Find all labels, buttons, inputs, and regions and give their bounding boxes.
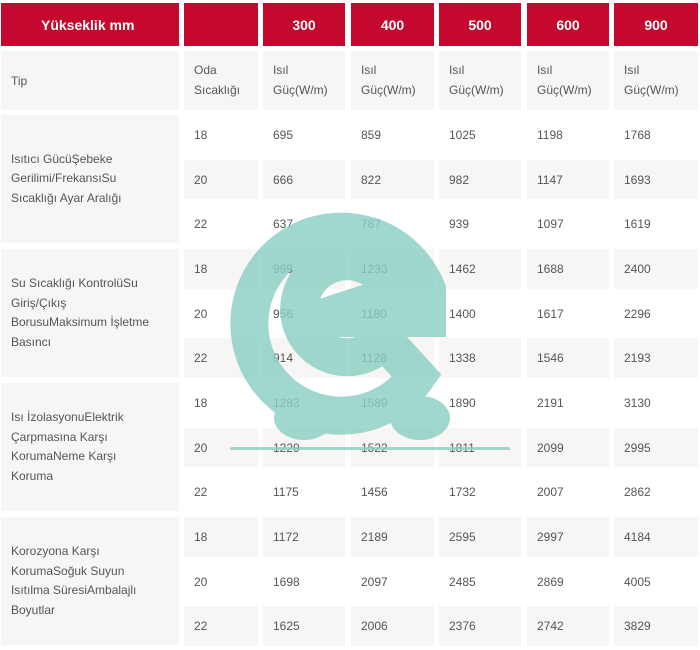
value-cell: 859 bbox=[351, 115, 434, 155]
value-cell: 2189 bbox=[351, 517, 434, 557]
room-temp-cell: 20 bbox=[184, 160, 258, 199]
subheader-power-600: Isıl Güç(W/m) bbox=[527, 51, 609, 110]
value-cell: 1097 bbox=[527, 204, 609, 244]
value-cell: 1172 bbox=[263, 517, 345, 557]
value-cell: 1811 bbox=[439, 428, 521, 467]
value-cell: 1400 bbox=[439, 294, 521, 333]
group-label: Isı İzolasyonuElektrik Çarpmasına Karşı … bbox=[1, 383, 179, 511]
value-cell: 2193 bbox=[614, 338, 698, 378]
value-cell: 1693 bbox=[614, 160, 698, 199]
room-temp-cell: 18 bbox=[184, 517, 258, 557]
value-cell: 2485 bbox=[439, 562, 521, 601]
group-label: Isıtıcı GücüŞebeke Gerilimi/FrekansıSu S… bbox=[1, 115, 179, 243]
subheader-room-temp: Oda Sıcaklığı bbox=[184, 51, 258, 110]
value-cell: 1147 bbox=[527, 160, 609, 199]
value-cell: 914 bbox=[263, 338, 345, 378]
room-temp-cell: 22 bbox=[184, 204, 258, 244]
value-cell: 4184 bbox=[614, 517, 698, 557]
room-temp-cell: 20 bbox=[184, 294, 258, 333]
value-cell: 2995 bbox=[614, 428, 698, 467]
value-cell: 2742 bbox=[527, 606, 609, 646]
value-cell: 982 bbox=[439, 160, 521, 199]
value-cell: 2007 bbox=[527, 472, 609, 512]
value-cell: 1617 bbox=[527, 294, 609, 333]
group-label: Su Sıcaklığı KontrolüSu Giriş/Çıkış Boru… bbox=[1, 249, 179, 377]
room-temp-cell: 18 bbox=[184, 249, 258, 289]
header-900: 900 bbox=[614, 3, 698, 46]
value-cell: 1338 bbox=[439, 338, 521, 378]
value-cell: 2191 bbox=[527, 383, 609, 423]
value-cell: 1522 bbox=[351, 428, 434, 467]
value-cell: 1233 bbox=[351, 249, 434, 289]
value-cell: 939 bbox=[439, 204, 521, 244]
value-cell: 2376 bbox=[439, 606, 521, 646]
value-cell: 2862 bbox=[614, 472, 698, 512]
subheader-power-400: Isıl Güç(W/m) bbox=[351, 51, 434, 110]
value-cell: 1175 bbox=[263, 472, 345, 512]
subheader-type: Tip bbox=[1, 51, 179, 110]
value-cell: 695 bbox=[263, 115, 345, 155]
value-cell: 787 bbox=[351, 204, 434, 244]
value-cell: 1180 bbox=[351, 294, 434, 333]
value-cell: 1890 bbox=[439, 383, 521, 423]
value-cell: 3130 bbox=[614, 383, 698, 423]
value-cell: 956 bbox=[263, 294, 345, 333]
header-400: 400 bbox=[351, 3, 434, 46]
value-cell: 1698 bbox=[263, 562, 345, 601]
value-cell: 1625 bbox=[263, 606, 345, 646]
value-cell: 2296 bbox=[614, 294, 698, 333]
value-cell: 1283 bbox=[263, 383, 345, 423]
value-cell: 2400 bbox=[614, 249, 698, 289]
room-temp-cell: 22 bbox=[184, 606, 258, 646]
group-label: Korozyona Karşı KorumaSoğuk Suyun Isıtıl… bbox=[1, 517, 179, 645]
subheader-power-300: Isıl Güç(W/m) bbox=[263, 51, 345, 110]
value-cell: 1462 bbox=[439, 249, 521, 289]
room-temp-cell: 18 bbox=[184, 383, 258, 423]
room-temp-cell: 18 bbox=[184, 115, 258, 155]
room-temp-cell: 22 bbox=[184, 472, 258, 512]
value-cell: 1732 bbox=[439, 472, 521, 512]
value-cell: 637 bbox=[263, 204, 345, 244]
value-cell: 2595 bbox=[439, 517, 521, 557]
value-cell: 2997 bbox=[527, 517, 609, 557]
value-cell: 1025 bbox=[439, 115, 521, 155]
value-cell: 999 bbox=[263, 249, 345, 289]
value-cell: 1619 bbox=[614, 204, 698, 244]
value-cell: 3829 bbox=[614, 606, 698, 646]
value-cell: 1768 bbox=[614, 115, 698, 155]
value-cell: 1128 bbox=[351, 338, 434, 378]
value-cell: 2097 bbox=[351, 562, 434, 601]
value-cell: 2099 bbox=[527, 428, 609, 467]
value-cell: 1688 bbox=[527, 249, 609, 289]
value-cell: 666 bbox=[263, 160, 345, 199]
value-cell: 4005 bbox=[614, 562, 698, 601]
value-cell: 1546 bbox=[527, 338, 609, 378]
value-cell: 2869 bbox=[527, 562, 609, 601]
value-cell: 1229 bbox=[263, 428, 345, 467]
header-600: 600 bbox=[527, 3, 609, 46]
header-blank bbox=[184, 3, 258, 46]
value-cell: 1456 bbox=[351, 472, 434, 512]
subheader-power-900: Isıl Güç(W/m) bbox=[614, 51, 698, 110]
header-500: 500 bbox=[439, 3, 521, 46]
room-temp-cell: 20 bbox=[184, 562, 258, 601]
room-temp-cell: 22 bbox=[184, 338, 258, 378]
value-cell: 2006 bbox=[351, 606, 434, 646]
room-temp-cell: 20 bbox=[184, 428, 258, 467]
value-cell: 1589 bbox=[351, 383, 434, 423]
header-300: 300 bbox=[263, 3, 345, 46]
header-height-mm: Yükseklik mm bbox=[1, 3, 179, 46]
value-cell: 1198 bbox=[527, 115, 609, 155]
value-cell: 822 bbox=[351, 160, 434, 199]
subheader-power-500: Isıl Güç(W/m) bbox=[439, 51, 521, 110]
